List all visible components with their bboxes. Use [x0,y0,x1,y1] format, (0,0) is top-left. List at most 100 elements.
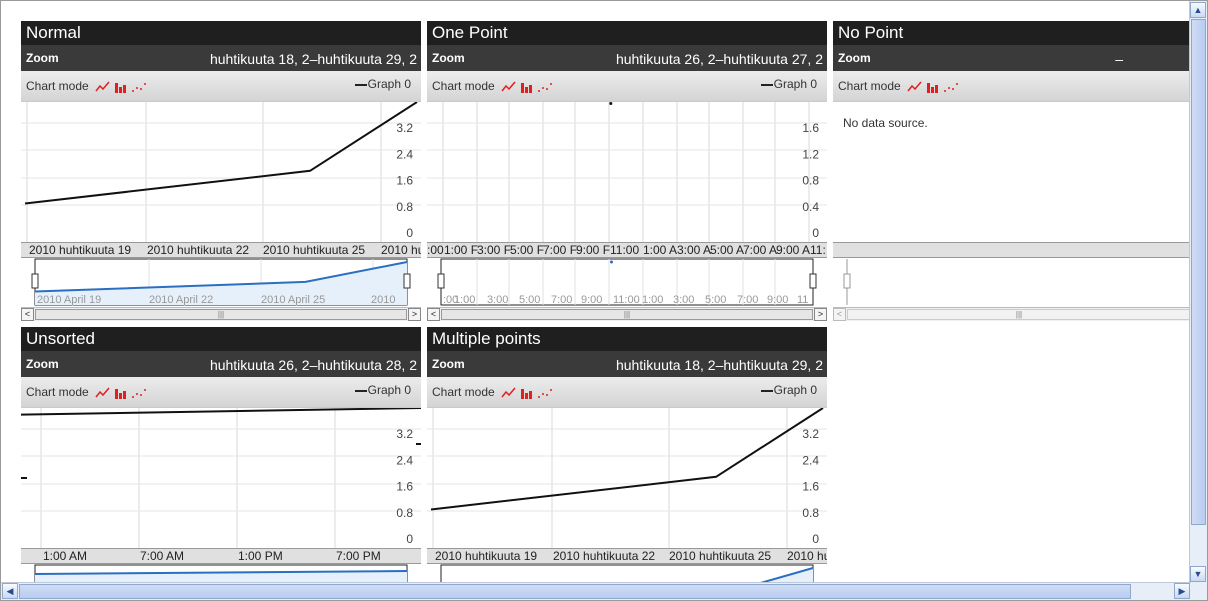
navigator[interactable]: 2010 April 19 2010 April 22 2010 April 2… [21,258,421,306]
navigator-right-handle[interactable] [809,273,817,289]
navigator-label: :00 [443,294,459,306]
x-tick-label: 7:00 PM [336,549,381,563]
bar-mode-icon[interactable] [115,389,126,399]
line-mode-icon[interactable] [95,387,110,398]
zoom-range: huhtikuuta 18, 2–huhtikuuta 29, 2 [209,51,417,67]
x-axis: :00 1:00 F 3:00 F 5:00 F 7:00 F 9:00 F 1… [427,242,827,258]
zoom-label[interactable]: Zoom [432,51,465,65]
horizontal-scroll-thumb[interactable] [19,584,1131,599]
x-tick-label: 1:00 PM [238,549,283,563]
graph-legend: Graph 0 [760,383,817,397]
navigator-label: 1:00 [642,294,664,306]
chart-panel-multiple-points: Multiple points Zoom huhtikuuta 18, 2–hu… [427,327,827,583]
panel-title-bar: Multiple points [427,327,827,351]
scatter-mode-icon[interactable] [132,83,146,92]
scroll-right-button[interactable]: > [814,308,827,321]
y-tick-label: 1.2 [802,147,819,161]
scatter-mode-icon[interactable] [538,389,552,398]
zoom-label[interactable]: Zoom [432,357,465,371]
scroll-left-button[interactable]: ◀ [2,583,18,599]
bar-mode-icon[interactable] [521,389,532,399]
x-tick-label: 2010 huhtikuuta 25 [263,243,366,257]
y-tick-label: 0.8 [396,506,413,520]
scroll-left-button[interactable]: < [833,308,846,321]
navigator-label: 5:00 [519,294,541,306]
vertical-scroll-thumb[interactable] [1191,19,1206,525]
scroll-down-button[interactable]: ▼ [1190,566,1206,582]
x-tick-label: 2010 hu [381,243,421,257]
zoom-label[interactable]: Zoom [26,357,59,371]
y-tick-label: 2.4 [396,147,413,161]
bar-mode-icon[interactable] [115,83,126,93]
x-tick-label: 5:00 F [510,243,545,257]
scroll-up-button[interactable]: ▲ [1190,2,1206,18]
navigator[interactable] [21,564,421,583]
scroll-left-button[interactable]: < [427,308,440,321]
scatter-mode-icon[interactable] [132,389,146,398]
x-tick-label: 2010 huhtikuuta 19 [29,243,132,257]
y-tick-label: 1.6 [396,174,413,188]
page-vertical-scrollbar[interactable]: ▲ ▼ [1189,1,1207,583]
line-mode-icon[interactable] [501,81,516,92]
line-mode-icon[interactable] [907,81,922,92]
panel-title: Normal [26,23,81,42]
chart-panel-no-point: No Point Zoom – Chart mode No data sourc… [833,21,1191,321]
navigator-scrollbar[interactable]: < ||| > [21,307,421,321]
navigator-left-handle[interactable] [843,273,851,289]
series-line [21,408,421,416]
scatter-mode-icon[interactable] [944,83,958,92]
bar-mode-icon[interactable] [927,83,938,93]
scroll-thumb[interactable]: ||| [441,309,813,320]
y-tick-label: 0 [406,226,413,240]
line-mode-icon[interactable] [501,387,516,398]
scroll-thumb[interactable]: ||| [35,309,407,320]
y-tick-label: 1.6 [396,480,413,494]
navigator-label: 5:00 [705,294,727,306]
chart-mode-bar: Chart mode Graph 0 [427,71,827,102]
chart-mode-icons [95,81,146,93]
panel-title: One Point [432,23,508,42]
navigator-scrollbar[interactable]: < ||| [833,307,1191,321]
plot-area: 3.2 2.4 1.6 0.8 0 [21,408,421,548]
y-tick-label: 0 [406,532,413,546]
y-tick-label: 0.4 [802,200,819,214]
graph-legend: Graph 0 [760,77,817,91]
x-tick-label: 11:00 [610,243,640,257]
page-horizontal-scrollbar[interactable]: ◀ ▶ [1,582,1191,600]
y-tick-label: 2.4 [802,453,819,467]
navigator-scrollbar[interactable]: < ||| > [427,307,827,321]
scroll-right-button[interactable]: > [408,308,421,321]
navigator-label: 2010 April 19 [37,294,102,306]
navigator[interactable] [427,564,827,583]
graph-legend: Graph 0 [354,383,411,397]
navigator-left-handle[interactable] [31,273,39,289]
panel-title-bar: One Point [427,21,827,45]
y-tick-label: 2.4 [396,453,413,467]
navigator-left-handle[interactable] [437,273,445,289]
zoom-bar: Zoom – [833,45,1191,71]
navigator[interactable] [833,258,1191,306]
navigator[interactable]: :00 1:00 3:00 5:00 7:00 9:00 11:00 1:00 … [427,258,827,306]
y-tick-label: 0.8 [396,200,413,214]
x-tick-label: 7:00 F [543,243,578,257]
chart-mode-label: Chart mode [26,79,89,93]
scroll-thumb[interactable]: ||| [847,309,1191,320]
chart-mode-icons [907,81,958,93]
scroll-left-button[interactable]: < [21,308,34,321]
x-axis: 2010 huhtikuuta 19 2010 huhtikuuta 22 20… [427,548,827,564]
navigator-right-handle[interactable] [403,273,411,289]
line-mode-icon[interactable] [95,81,110,92]
navigator-label: 2010 April 22 [149,294,214,306]
panel-title: Multiple points [432,329,541,348]
chart-mode-bar: Chart mode Graph 0 [21,377,421,408]
navigator-label: 2010 April 25 [261,294,326,306]
scrollbar-corner [1190,583,1207,600]
zoom-label[interactable]: Zoom [838,51,871,65]
bar-mode-icon[interactable] [521,83,532,93]
scroll-right-button[interactable]: ▶ [1174,583,1190,599]
zoom-label[interactable]: Zoom [26,51,59,65]
scatter-mode-icon[interactable] [538,83,552,92]
x-tick-label: 7:00 AM [140,549,185,563]
x-axis: 2010 huhtikuuta 19 2010 huhtikuuta 22 20… [21,242,421,258]
